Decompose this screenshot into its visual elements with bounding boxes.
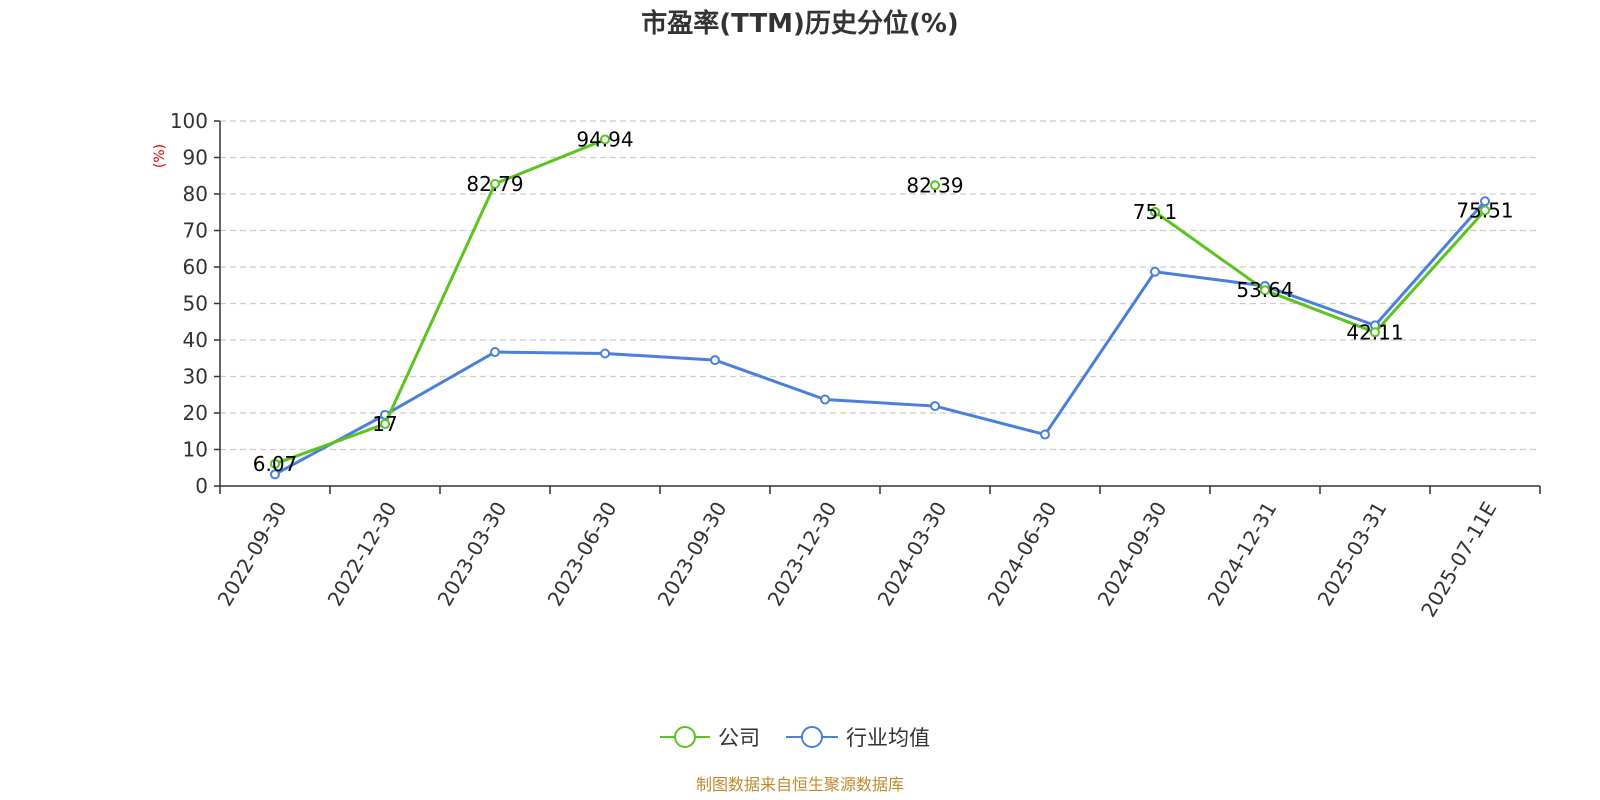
series-segment (1043, 270, 1157, 437)
series-company (270, 134, 1490, 469)
y-tick-label: 90 (183, 146, 208, 170)
series-segment (383, 350, 497, 417)
x-tick-label: 2022-09-30 (213, 498, 292, 611)
data-point (1150, 266, 1160, 277)
data-labels: 6.07 17 82.79 94.94 82.39 75.1 53.64 42.11 75.51 (253, 127, 1514, 475)
data-point (710, 355, 720, 366)
data-source-note: 制图数据来自恒生聚源数据库 (696, 775, 904, 794)
x-tick-label: 2024-09-30 (1093, 498, 1172, 611)
legend-marker (674, 726, 696, 748)
data-point (600, 134, 610, 145)
y-tick-label: 30 (183, 365, 208, 389)
x-tick-label: 2024-12-31 (1203, 498, 1282, 611)
legend[interactable]: 公司 行业均值 (660, 726, 930, 750)
series-segment (1153, 210, 1267, 292)
data-point (1370, 327, 1380, 338)
y-tick-label: 100 (170, 109, 208, 133)
data-label: 75.1 (1133, 200, 1178, 224)
series-segment (713, 358, 827, 401)
series-segment (823, 397, 937, 408)
x-tick-label: 2024-06-30 (983, 498, 1062, 611)
data-point (1480, 205, 1490, 216)
y-tick-label: 0 (195, 474, 208, 498)
data-point (1040, 429, 1050, 440)
y-tick-labels: 0 10 20 30 40 50 60 70 80 90 100 (170, 109, 208, 498)
x-tick-label: 2025-07-11E (1416, 498, 1501, 622)
data-point (930, 180, 940, 191)
y-tick-label: 50 (183, 292, 208, 316)
series-lines (270, 134, 1490, 480)
data-point (380, 418, 390, 429)
y-tick-label: 80 (183, 182, 208, 206)
series-segment (383, 182, 497, 426)
x-tick-label: 2023-06-30 (543, 498, 622, 611)
y-tick-label: 40 (183, 328, 208, 352)
series-segment (933, 404, 1047, 437)
series-segment (493, 350, 607, 356)
data-point (930, 401, 940, 412)
series-industry-average (270, 196, 1490, 480)
x-tick-label: 2025-03-31 (1313, 498, 1392, 611)
y-axis-label: (%) (152, 144, 168, 168)
series-segment (1263, 288, 1377, 334)
data-point (270, 469, 280, 480)
x-tick-label: 2022-12-30 (323, 498, 402, 611)
y-tick-label: 10 (183, 438, 208, 462)
data-point (600, 348, 610, 359)
x-tick-label: 2024-03-30 (873, 498, 952, 611)
series-segment (603, 352, 717, 362)
y-tick-label: 20 (183, 401, 208, 425)
data-label: 42.11 (1346, 320, 1403, 344)
data-label: 75.51 (1456, 198, 1513, 222)
series-segment (273, 422, 387, 466)
x-tick-label: 2023-03-30 (433, 498, 512, 611)
data-point (820, 394, 830, 405)
chart-title: 市盈率(TTM)历史分位(%) (641, 8, 959, 39)
data-label: 17 (372, 412, 397, 436)
series-segment (1153, 270, 1267, 288)
series-segment (493, 137, 607, 186)
x-tick-labels: 2022-09-30 2022-12-30 2023-03-30 2023-06-30… (213, 498, 1502, 622)
y-tick-label: 70 (183, 219, 208, 243)
grid-lines (220, 120, 1540, 451)
data-label: 6.07 (253, 452, 298, 476)
legend-item-industry-average[interactable]: 行业均值 (786, 726, 930, 750)
series-segment (1263, 284, 1377, 327)
data-point (1260, 285, 1270, 296)
legend-label: 公司 (718, 726, 760, 750)
data-point (490, 178, 500, 189)
legend-item-company[interactable]: 公司 (660, 726, 760, 750)
legend-label: 行业均值 (846, 726, 930, 750)
data-label: 53.64 (1236, 278, 1293, 302)
data-label: 82.79 (466, 172, 523, 196)
data-label: 94.94 (576, 127, 633, 151)
series-segment (1373, 208, 1487, 334)
series-segment (1373, 199, 1487, 327)
data-point (270, 458, 280, 469)
data-point (1480, 196, 1490, 207)
data-point (490, 347, 500, 358)
axes (214, 120, 1541, 494)
y-tick-label: 60 (183, 255, 208, 279)
x-tick-label: 2023-09-30 (653, 498, 732, 611)
legend-marker (801, 726, 823, 748)
data-label: 82.39 (906, 173, 963, 197)
x-tick-label: 2023-12-30 (763, 498, 842, 611)
data-point (1150, 206, 1160, 217)
